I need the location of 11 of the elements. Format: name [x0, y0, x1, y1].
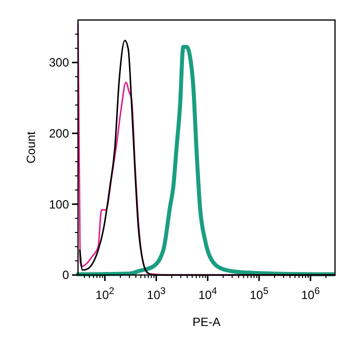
y-tick-label: 300: [48, 56, 70, 70]
x-tick-label: 10$^{5}$: [250, 286, 268, 302]
y-tick-label: 0: [62, 268, 70, 282]
x-tick-label: 10$^{3}$: [146, 286, 166, 302]
y-tick-label: 200: [48, 126, 70, 141]
x-tick-label: 10$^{6}$: [301, 286, 320, 302]
x-axis-title: PE-A: [192, 315, 221, 329]
x-tick-label: 10$^{4}$: [198, 286, 218, 302]
x-tick-label: 10$^{2}$: [96, 286, 114, 302]
y-axis-title: Count: [24, 130, 38, 164]
y-tick-label: 100: [48, 197, 70, 212]
